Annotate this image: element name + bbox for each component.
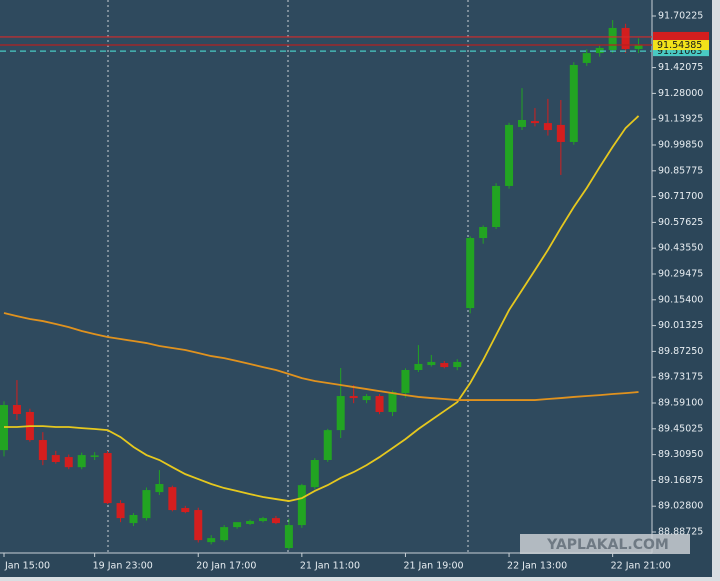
y-tick-label: 90.43550: [658, 243, 703, 254]
candle-body: [246, 521, 255, 524]
candle-body: [427, 361, 436, 366]
candle-body: [556, 124, 565, 142]
candle-body: [543, 123, 552, 131]
candle-body: [310, 460, 319, 488]
candle-body: [440, 363, 449, 368]
candle-body: [336, 396, 345, 431]
candle-body: [388, 392, 397, 412]
candle-body: [142, 490, 151, 519]
candle-body: [453, 361, 462, 368]
x-tick-label: 20 Jan 17:00: [196, 561, 256, 572]
candle-body: [284, 525, 293, 548]
candle-body: [51, 455, 60, 463]
x-tick-label: Jan 15:00: [4, 561, 50, 572]
candle-body: [569, 64, 578, 142]
x-tick-label: 21 Jan 19:00: [403, 561, 463, 572]
candle-body: [297, 485, 306, 526]
price-tag: [653, 46, 709, 57]
candle-body: [634, 45, 643, 50]
candle-body: [375, 396, 384, 412]
candle-body: [608, 27, 617, 50]
y-tick-label: 89.02800: [658, 501, 703, 512]
candle-body: [168, 487, 177, 511]
price-tag-label: 91.51063: [657, 46, 702, 57]
y-tick-label: 90.15400: [658, 294, 703, 305]
candle-body: [129, 515, 138, 524]
candle-body: [582, 53, 591, 63]
y-tick-label: 88.88725: [658, 527, 703, 538]
candle-body: [220, 527, 229, 541]
watermark: YAPLAKAL.COM: [546, 537, 669, 553]
candle-body: [155, 484, 164, 493]
candle-body: [530, 121, 539, 124]
x-tick-label: 19 Jan 23:00: [93, 561, 153, 572]
moving-average-line: [3, 312, 639, 401]
y-tick-label: 91.28000: [658, 88, 703, 99]
y-tick-label: 91.42075: [658, 62, 703, 73]
edge: [712, 0, 720, 577]
y-tick-label: 90.85775: [658, 165, 703, 176]
y-tick-label: 89.59100: [658, 398, 703, 409]
candle-body: [466, 238, 475, 309]
candle-body: [103, 453, 112, 504]
marks: [0, 15, 656, 557]
y-tick-label: 89.87250: [658, 346, 703, 357]
y-tick-label: 89.45025: [658, 423, 703, 434]
y-tick-label: 90.29475: [658, 268, 703, 279]
candle-body: [77, 455, 86, 468]
candle-body: [414, 363, 423, 371]
candle-body: [271, 518, 280, 524]
y-tick-label: 90.01325: [658, 320, 703, 331]
y-tick-label: 89.30950: [658, 449, 703, 460]
price-tag: [653, 31, 709, 42]
candle-body: [207, 538, 216, 543]
candle-body: [479, 227, 488, 239]
candle-body: [259, 518, 267, 522]
moving-average-line: [4, 115, 640, 502]
candle-body: [233, 522, 242, 528]
plot-area: [0, 0, 652, 553]
y-tick-label: 91.70225: [658, 10, 703, 21]
candle-body: [90, 455, 99, 457]
x-tick-label: 21 Jan 11:00: [300, 561, 360, 572]
candle-body: [194, 510, 203, 541]
candle-body: [401, 370, 410, 394]
candle-body: [505, 124, 514, 186]
candle-body: [595, 47, 604, 54]
y-tick-label: 90.71700: [658, 191, 703, 202]
x-tick-label: 22 Jan 21:00: [611, 561, 671, 572]
candle-body: [518, 119, 526, 127]
candle-body: [38, 440, 47, 461]
y-tick-label: 90.99850: [658, 139, 703, 150]
y-tick-label: 89.16875: [658, 475, 703, 486]
price-tag: [653, 40, 709, 51]
candle-body: [323, 430, 332, 461]
candle-body: [64, 457, 73, 468]
price-tag-label: 91.54385: [657, 40, 702, 51]
candle-body: [349, 396, 358, 399]
y-tick-label: 91.13925: [658, 114, 703, 125]
y-tick-label: 89.73175: [658, 372, 703, 383]
x-tick-label: 22 Jan 13:00: [507, 561, 567, 572]
candle-body: [12, 405, 21, 414]
y-tick-label: 90.57625: [658, 217, 703, 228]
candle-body: [181, 508, 190, 513]
candle-body: [116, 503, 125, 519]
candle-body: [362, 396, 371, 401]
watermark-box: [520, 534, 690, 554]
candle-body: [492, 185, 501, 228]
candle-body: [621, 27, 630, 50]
